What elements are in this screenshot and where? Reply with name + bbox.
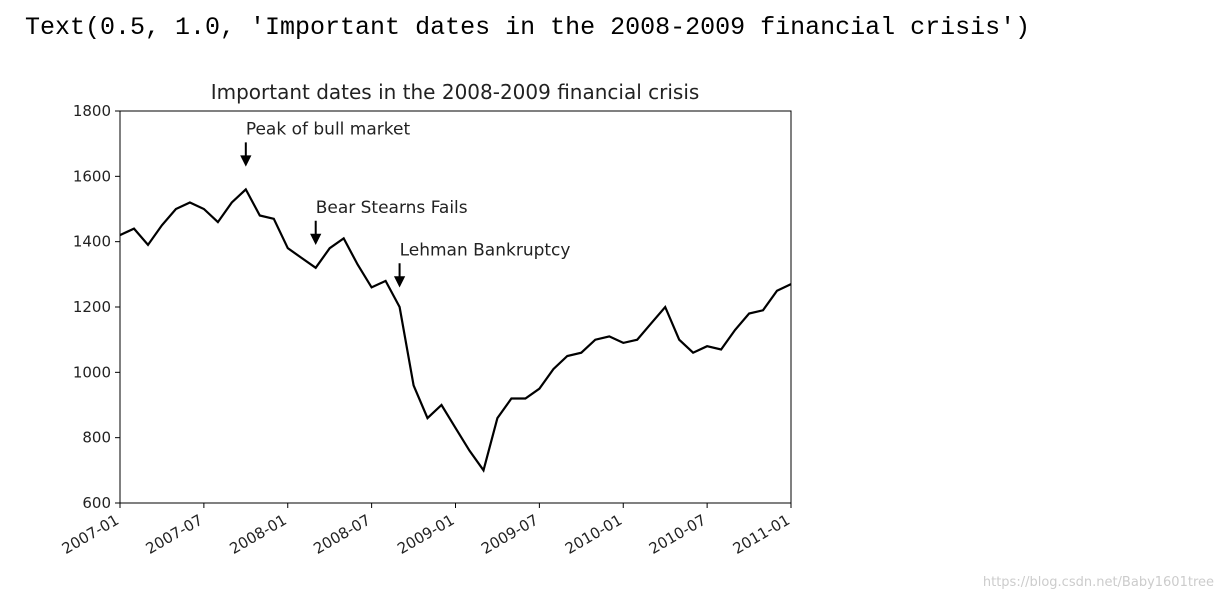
x-tick-label: 2007-01 <box>59 511 122 558</box>
annotation-text: Bear Stearns Fails <box>316 198 468 218</box>
y-tick-label: 1600 <box>73 167 111 185</box>
x-tick-label: 2009-07 <box>478 511 541 558</box>
y-tick-label: 800 <box>82 429 111 447</box>
y-tick-label: 1000 <box>73 363 111 381</box>
annotation-text: Peak of bull market <box>246 119 411 139</box>
x-tick-label: 2009-01 <box>394 511 457 558</box>
y-tick-label: 1200 <box>73 298 111 316</box>
x-tick-label: 2008-01 <box>226 511 289 558</box>
annotation-arrow <box>240 142 252 167</box>
y-tick-label: 1400 <box>73 233 111 251</box>
annotation-text: Lehman Bankruptcy <box>400 240 571 260</box>
y-tick-label: 1800 <box>73 102 111 120</box>
x-tick-label: 2008-07 <box>310 511 373 558</box>
price-line <box>119 187 792 473</box>
x-tick-label: 2010-07 <box>646 511 709 558</box>
axes-frame <box>119 110 792 504</box>
output-text: Text(0.5, 1.0, 'Important dates in the 2… <box>25 13 1030 42</box>
chart-title: Important dates in the 2008-2009 financi… <box>211 80 700 104</box>
x-tick-label: 2011-01 <box>730 511 793 558</box>
annotation-arrow <box>393 263 406 288</box>
annotation-arrow <box>310 220 322 246</box>
x-tick-label: 2010-01 <box>562 511 625 558</box>
watermark: https://blog.csdn.net/Baby1601tree <box>983 575 1214 590</box>
x-tick-label: 2007-07 <box>143 511 206 558</box>
y-tick-label: 600 <box>82 494 111 512</box>
